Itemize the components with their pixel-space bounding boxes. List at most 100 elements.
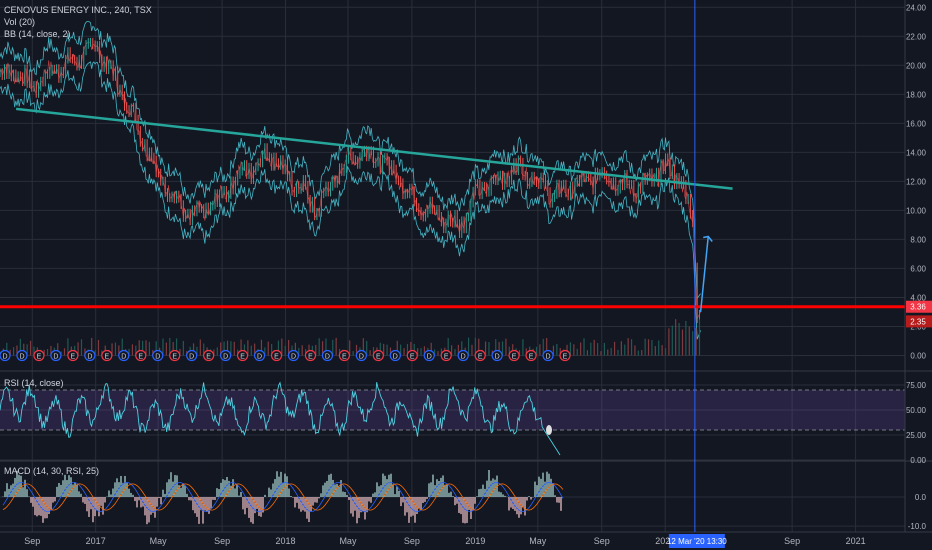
event-badge-label: E [37, 353, 42, 360]
event-badge[interactable] [101, 349, 113, 362]
event-badge[interactable] [169, 349, 181, 362]
event-badge[interactable] [236, 349, 249, 362]
event-badge[interactable] [33, 349, 45, 362]
descending-trendline[interactable] [15, 107, 733, 190]
price-tick-label: 22.00 [906, 32, 927, 41]
event-badge[interactable] [508, 349, 520, 362]
macd-panel[interactable] [2, 470, 564, 525]
event-badge[interactable] [440, 349, 452, 362]
event-badge[interactable] [118, 349, 130, 362]
event-badge[interactable] [0, 349, 11, 362]
event-badge-label: D [495, 353, 500, 360]
time-tick-label: Sep [594, 536, 610, 546]
event-badge-label: D [189, 353, 194, 360]
event-badge-label: E [410, 353, 415, 360]
event-badge[interactable] [372, 349, 384, 362]
event-badge[interactable] [406, 349, 418, 362]
event-badge-label: D [87, 353, 92, 360]
event-badge-label: E [274, 353, 279, 360]
event-badge-label: E [104, 353, 109, 360]
event-badge[interactable] [423, 349, 435, 362]
rsi-marker[interactable] [546, 425, 552, 435]
grid-lines [0, 0, 905, 532]
rsi-line[interactable] [0, 381, 561, 456]
event-badge-label: D [325, 353, 330, 360]
event-badge-label: D [121, 353, 126, 360]
event-badge[interactable] [16, 349, 28, 362]
rsi-tick-label: 75.00 [906, 381, 927, 390]
event-badge[interactable] [220, 349, 232, 362]
bollinger-lower-band[interactable] [0, 61, 701, 340]
event-badge[interactable] [542, 349, 554, 362]
price-label: 2.35 [910, 317, 926, 326]
price-tick-label: 16.00 [906, 119, 927, 128]
event-badge-label: E [172, 353, 177, 360]
event-badge[interactable] [203, 349, 215, 362]
event-badge[interactable] [491, 349, 503, 362]
event-badge-label: D [155, 353, 160, 360]
event-badge[interactable] [84, 349, 96, 362]
event-badge[interactable] [287, 349, 300, 362]
price-tick-label: 8.00 [910, 235, 926, 244]
bollinger-legend[interactable]: BB (14, close, 2) [4, 29, 71, 39]
event-badge[interactable] [304, 349, 317, 362]
time-tick-label: 2020 [655, 536, 675, 546]
price-label-box [906, 300, 932, 313]
rsi-tick-label: 0.00 [910, 456, 926, 465]
volume-legend[interactable]: Vol (20) [4, 17, 36, 27]
event-badge[interactable] [389, 349, 401, 362]
event-badge[interactable] [525, 349, 537, 362]
rsi-tick-label: 50.00 [906, 406, 927, 415]
event-badge[interactable] [67, 349, 79, 362]
event-badge-label: D [427, 353, 432, 360]
event-badge[interactable] [321, 349, 334, 362]
crosshair-cursor: 12 Mar '20 13:30 [667, 0, 727, 548]
price-tick-label: 20.00 [906, 61, 927, 70]
event-badge[interactable] [270, 349, 283, 362]
projected-rebound-arrow[interactable] [699, 236, 709, 313]
event-badge-label: D [2, 353, 7, 360]
time-tick-label: 2021 [846, 536, 866, 546]
event-badge[interactable] [474, 349, 486, 362]
event-badge[interactable] [50, 349, 62, 362]
price-tick-label: 0.00 [910, 351, 926, 360]
rsi-legend: RSI (14, close) [4, 377, 64, 389]
time-tick-label: 2017 [86, 536, 106, 546]
rsi-legend-label[interactable]: RSI (14, close) [4, 378, 64, 388]
macd-line[interactable] [2, 481, 564, 513]
rsi-panel[interactable] [0, 381, 905, 456]
time-tick-label: Sep [784, 536, 800, 546]
price-tick-label: 4.00 [910, 293, 926, 302]
time-tick-label: Sep [404, 536, 420, 546]
event-badge-label: E [308, 353, 313, 360]
event-badge[interactable] [152, 349, 164, 362]
time-tick-label: May [339, 536, 357, 546]
event-badge[interactable] [135, 349, 147, 362]
cursor-time-label-box [668, 534, 725, 548]
price-panel[interactable] [0, 21, 905, 356]
arrow-head [703, 235, 713, 242]
time-tick-label: Sep [214, 536, 230, 546]
bollinger-upper-band[interactable] [0, 21, 701, 300]
symbol-title[interactable]: CENOVUS ENERGY INC., 240, TSX [4, 5, 152, 15]
macd-legend: MACD (14, 30, RSI, 25) [4, 465, 99, 477]
event-badge[interactable] [253, 349, 266, 362]
price-tick-label: 24.00 [906, 3, 927, 12]
event-badge[interactable] [355, 349, 367, 362]
event-badge-label: D [257, 353, 262, 360]
event-badge[interactable] [457, 349, 469, 362]
macd-legend-label[interactable]: MACD (14, 30, RSI, 25) [4, 466, 100, 476]
price-tick-label: 10.00 [906, 206, 927, 215]
event-badge-label: D [393, 353, 398, 360]
event-badge[interactable] [338, 349, 350, 362]
macd-signal-line[interactable] [2, 483, 564, 511]
event-badge-label: E [563, 353, 568, 360]
event-badge-label: D [19, 353, 24, 360]
event-badge[interactable] [186, 349, 198, 362]
event-badge-label: E [512, 353, 517, 360]
time-tick-label: 2019 [465, 536, 485, 546]
macd-tick-label: 0.0 [915, 493, 927, 502]
event-badge[interactable] [559, 349, 571, 362]
